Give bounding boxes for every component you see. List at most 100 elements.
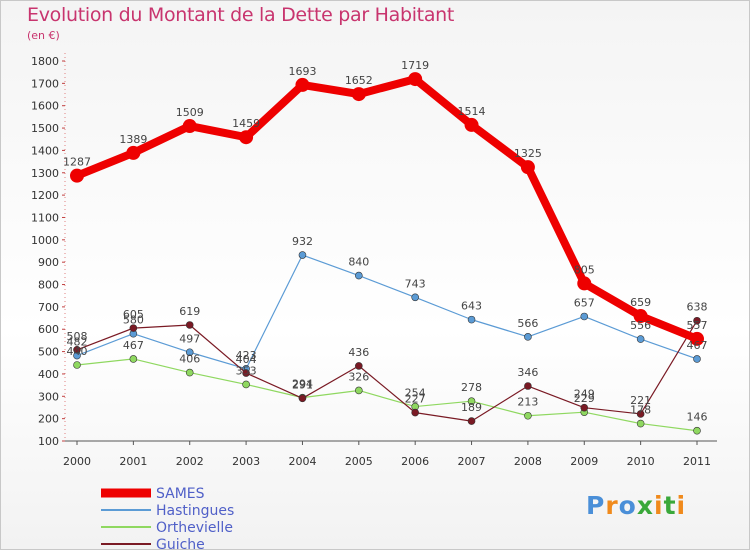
y-tick-label: 1100: [31, 211, 59, 224]
data-point-guiche: [467, 417, 476, 425]
data-point-guiche: [524, 382, 532, 390]
data-label-guiche: 346: [517, 366, 538, 379]
y-tick-label: 900: [38, 256, 59, 269]
x-tick-label: 2000: [63, 455, 91, 468]
data-label-hastingues: 467: [687, 339, 708, 352]
data-label-hastingues: 743: [405, 277, 426, 290]
data-point-guiche: [73, 345, 81, 354]
x-tick-label: 2009: [570, 455, 598, 468]
y-tick-label: 700: [38, 301, 59, 314]
data-label-sames: 1509: [176, 106, 204, 119]
data-point-orthevielle: [129, 355, 138, 363]
data-label-guiche: 404: [236, 353, 257, 366]
data-label-orthevielle: 254: [405, 387, 426, 400]
proxiti-logo: Proxiti: [586, 491, 686, 520]
data-point-guiche: [355, 362, 363, 370]
y-tick-label: 400: [38, 368, 59, 381]
data-point-hastingues: [524, 333, 532, 341]
data-label-hastingues: 556: [630, 319, 651, 332]
chart-title: Evolution du Montant de la Dette par Hab…: [27, 4, 455, 26]
series-layer: [70, 72, 704, 435]
data-point-guiche: [185, 321, 194, 329]
data-label-sames: 1325: [514, 147, 542, 160]
y-tick-label: 1200: [31, 189, 59, 202]
data-point-guiche: [129, 324, 138, 332]
x-tick-label: 2004: [288, 455, 316, 468]
data-label-sames: 1514: [458, 105, 486, 118]
y-tick-label: 200: [38, 413, 59, 426]
data-point-sames: [239, 130, 254, 145]
data-label-orthevielle: 229: [574, 392, 595, 405]
y-tick-label: 800: [38, 279, 59, 292]
data-point-orthevielle: [467, 397, 476, 406]
chart-axes: 100 200 300 400 500 600 700 800 900 1000 1100 1200 1…: [31, 53, 717, 468]
y-tick-label: 1400: [31, 144, 59, 157]
data-label-hastingues: 580: [123, 314, 144, 327]
logo-letter: o: [618, 491, 637, 520]
y-tick-label: 1700: [31, 77, 59, 90]
data-point-hastingues: [693, 355, 701, 363]
data-label-hastingues: 423: [236, 349, 257, 362]
data-label-sames: 1459: [232, 117, 260, 130]
data-label-orthevielle: 294: [292, 378, 313, 391]
y-tick-label: 1300: [31, 167, 59, 180]
data-label-orthevielle: 406: [179, 353, 200, 366]
data-point-sames: [520, 160, 535, 175]
data-point-hastingues: [355, 271, 363, 280]
data-label-guiche: 221: [630, 394, 651, 407]
data-label-hastingues: 566: [517, 317, 538, 330]
data-label-orthevielle: 278: [461, 381, 482, 394]
data-point-hastingues: [185, 348, 194, 357]
data-label-sames: 659: [630, 296, 651, 309]
data-point-orthevielle: [693, 426, 701, 435]
data-label-sames: 1287: [63, 156, 91, 169]
legend-label-hastingues: Hastingues: [156, 503, 234, 519]
data-label-orthevielle: 178: [630, 404, 651, 417]
data-point-sames: [295, 77, 310, 92]
legend-label-orthevielle: Orthevielle: [156, 520, 233, 536]
data-point-sames: [464, 117, 479, 132]
y-tick-label: 1600: [31, 100, 59, 113]
y-tick-label: 1500: [31, 122, 59, 135]
logo-letter: r: [605, 491, 619, 520]
x-tick-label: 2007: [458, 455, 486, 468]
x-tick-label: 2005: [345, 455, 373, 468]
data-point-guiche: [636, 410, 645, 418]
data-point-sames: [577, 276, 592, 291]
data-label-hastingues: 932: [292, 235, 313, 248]
data-point-orthevielle: [355, 386, 363, 395]
y-tick-label: 1000: [31, 234, 59, 247]
y-tick-label: 1800: [31, 55, 59, 68]
logo-letter: x: [636, 491, 654, 520]
data-label-sames: 1652: [345, 74, 373, 87]
data-label-orthevielle: 326: [348, 370, 369, 383]
data-label-guiche: 227: [405, 393, 426, 406]
data-label-guiche: 189: [461, 401, 482, 414]
data-label-hastingues: 840: [348, 256, 369, 269]
y-tick-label: 500: [38, 346, 59, 359]
series-line-sames: [73, 75, 701, 343]
logo-letter: t: [663, 491, 677, 520]
data-label-orthevielle: 440: [67, 345, 88, 358]
data-point-orthevielle: [242, 380, 250, 389]
data-label-guiche: 508: [67, 330, 88, 343]
logo-letter: P: [586, 491, 606, 520]
chart-subtitle: (en €): [27, 29, 60, 42]
logo-letter: i: [654, 491, 664, 520]
x-tick-label: 2002: [176, 455, 204, 468]
data-point-sames: [70, 168, 84, 183]
data-labels-layer: 1287 1389 1509 1459 1693 1652 1719 1514 1325 805 6…: [63, 59, 708, 424]
series-line-hastingues: [76, 254, 698, 370]
data-label-guiche: 638: [687, 301, 708, 314]
data-point-sames: [690, 331, 704, 346]
legend-label-guiche: Guiche: [156, 537, 205, 551]
data-label-hastingues: 482: [67, 336, 88, 349]
data-point-sames: [126, 145, 141, 160]
x-tick-label: 2003: [232, 455, 260, 468]
data-label-orthevielle: 213: [517, 396, 538, 409]
data-label-guiche: 605: [123, 308, 144, 321]
series-line-orthevielle: [76, 358, 698, 432]
data-label-sames: 805: [574, 263, 595, 276]
